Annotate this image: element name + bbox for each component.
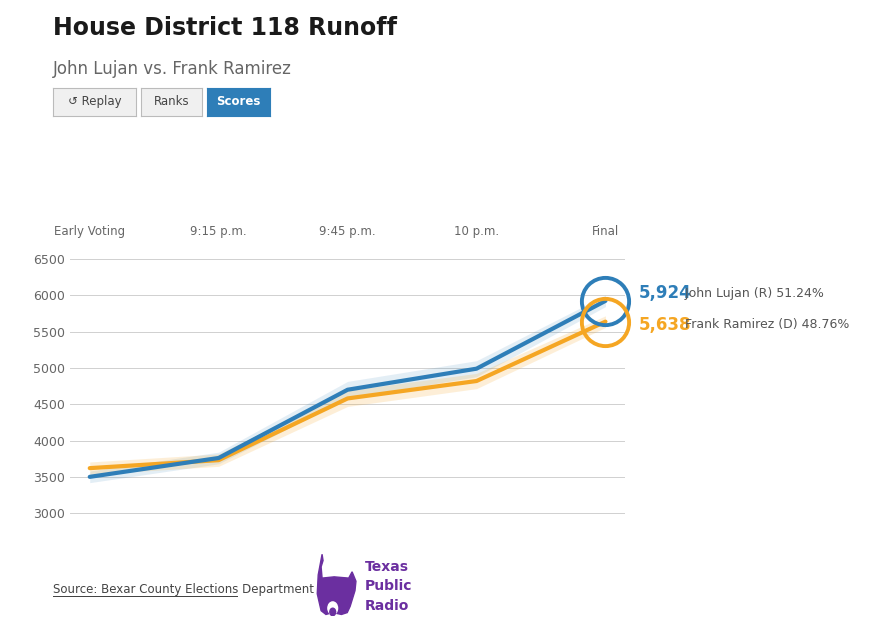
Text: House District 118 Runoff: House District 118 Runoff: [53, 16, 397, 40]
Text: ↺ Replay: ↺ Replay: [68, 95, 121, 108]
Text: Frank Ramirez (D) 48.76%: Frank Ramirez (D) 48.76%: [681, 319, 849, 331]
Text: Scores: Scores: [216, 95, 260, 108]
Text: Ranks: Ranks: [154, 95, 189, 108]
Text: John Lujan (R) 51.24%: John Lujan (R) 51.24%: [681, 287, 824, 300]
Text: 5,638: 5,638: [639, 316, 692, 334]
Text: John Lujan vs. Frank Ramirez: John Lujan vs. Frank Ramirez: [53, 60, 291, 78]
Polygon shape: [317, 554, 356, 614]
Circle shape: [330, 608, 335, 616]
Text: 5,924: 5,924: [639, 284, 692, 302]
Circle shape: [328, 602, 338, 614]
Text: Texas
Public
Radio: Texas Public Radio: [365, 560, 413, 613]
Text: Source: Bexar County Elections Department: Source: Bexar County Elections Departmen…: [53, 583, 314, 596]
